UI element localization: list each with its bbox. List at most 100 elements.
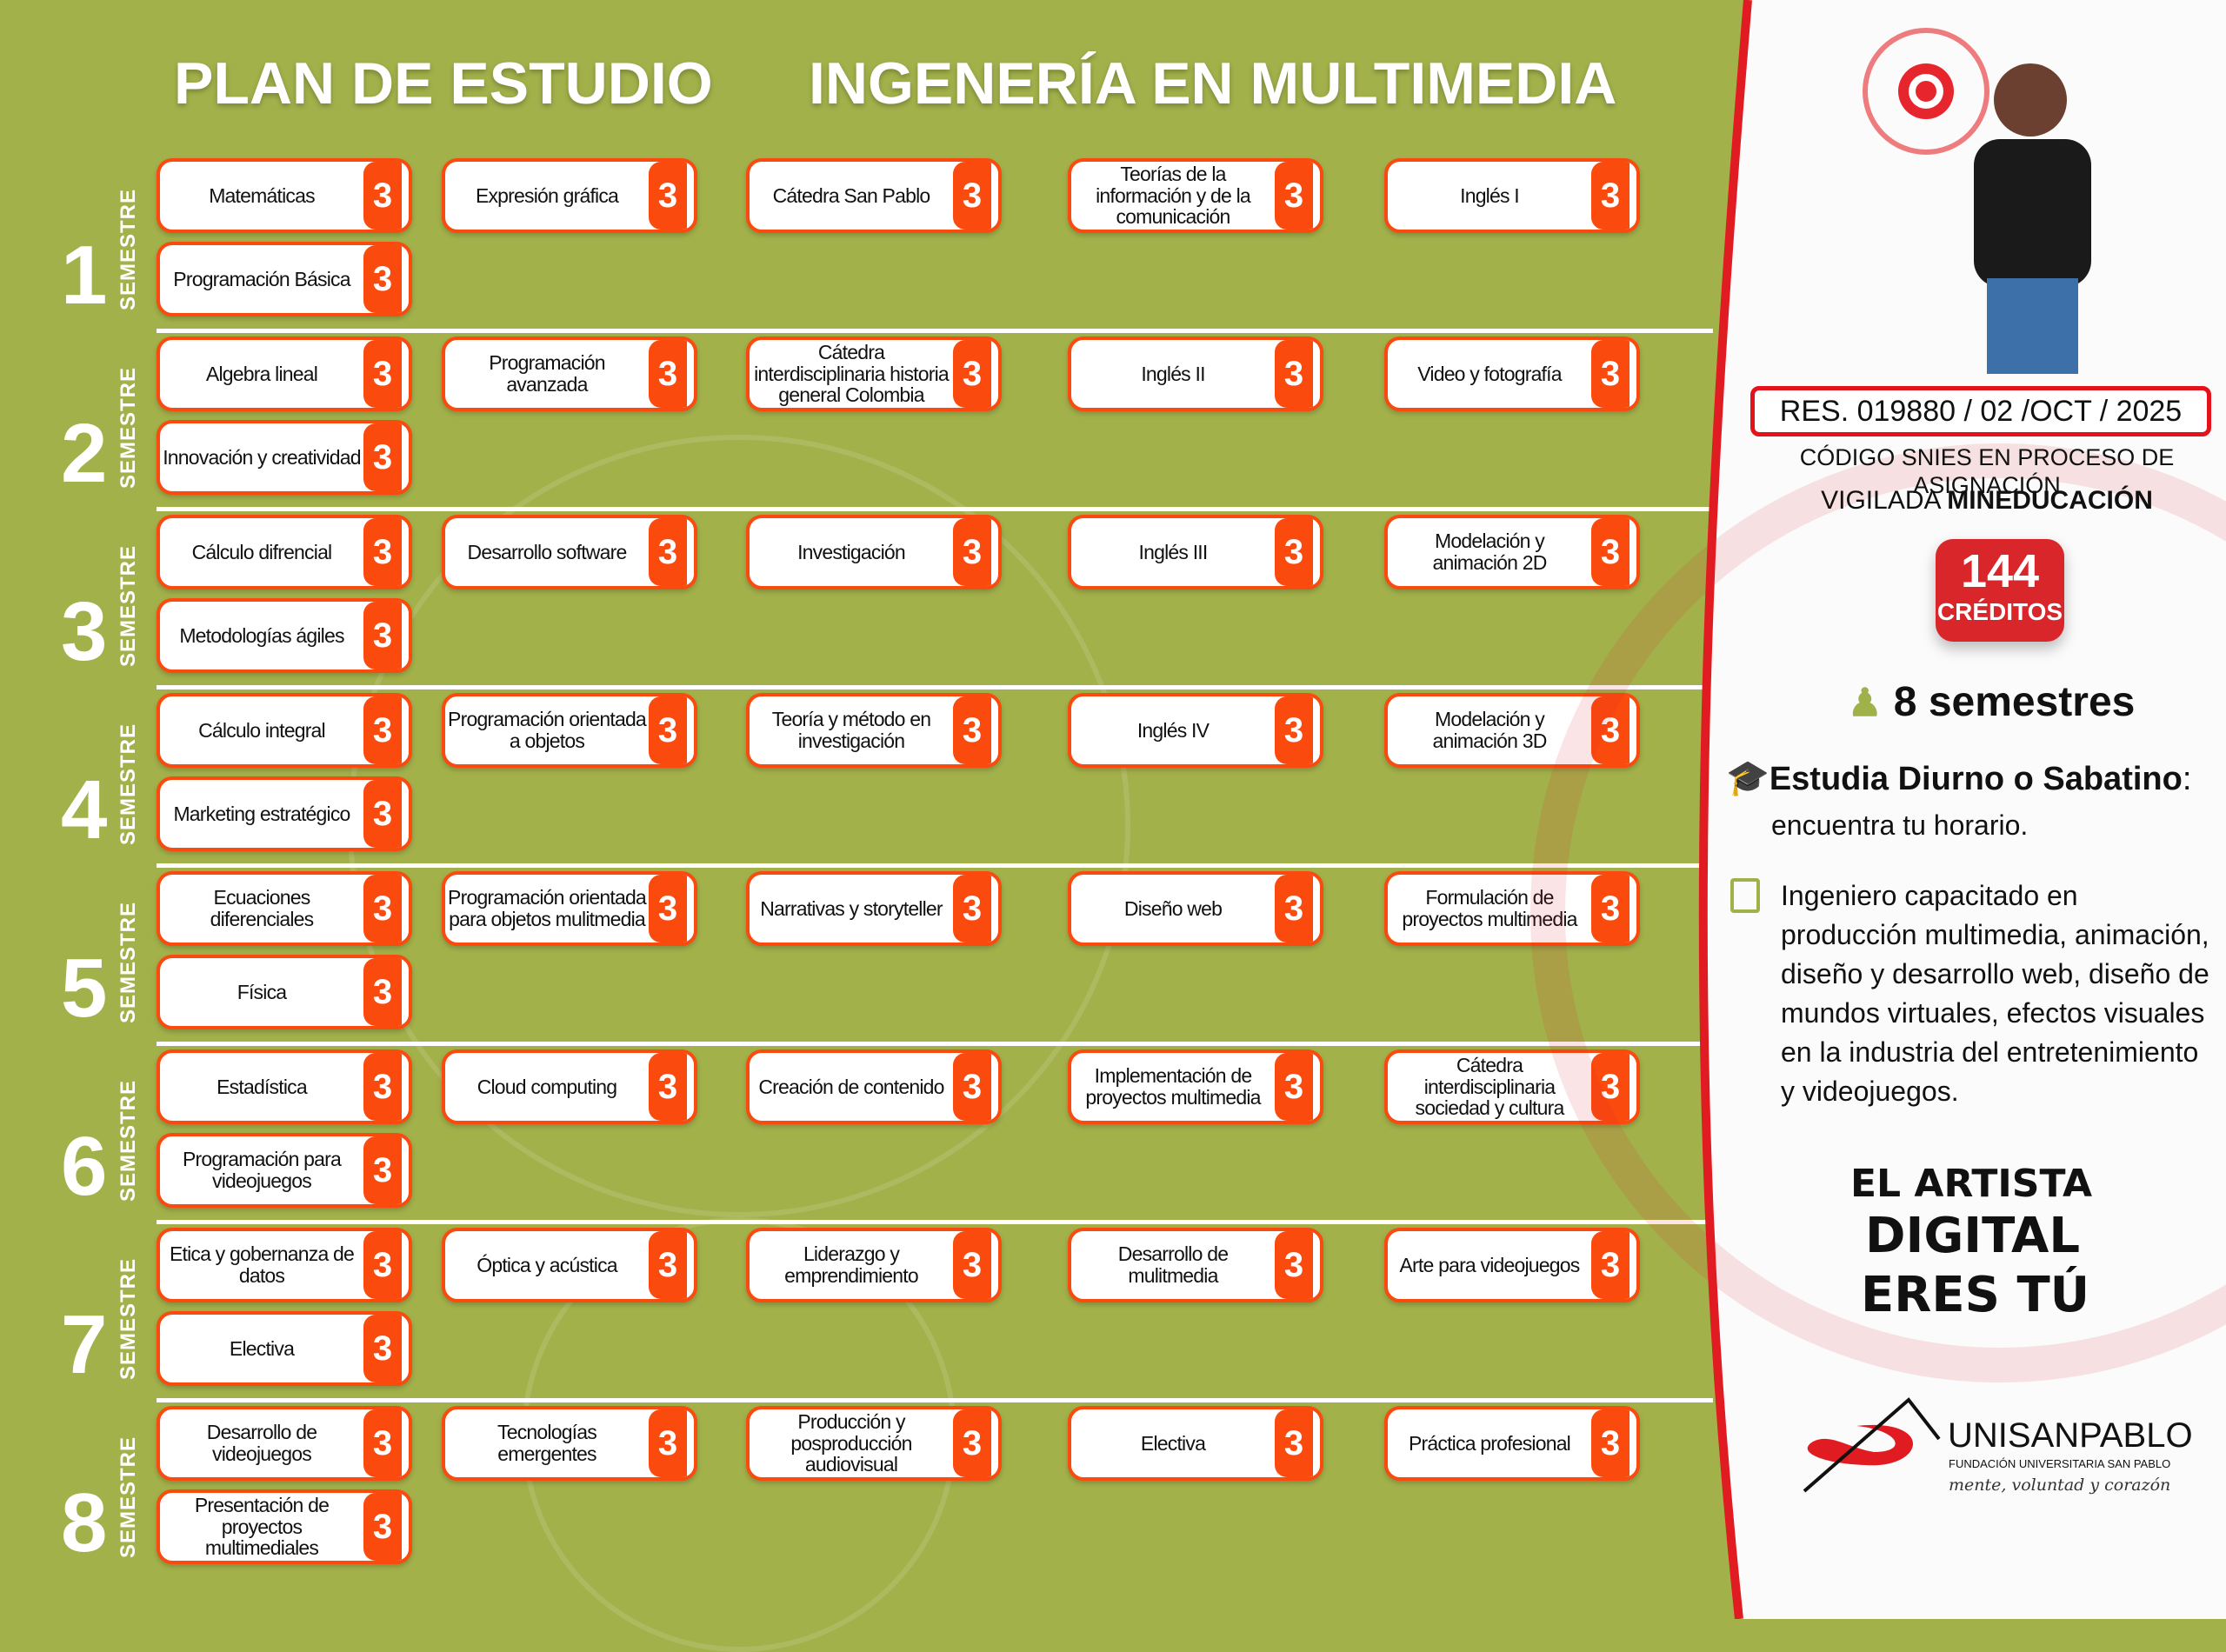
- course-card[interactable]: Programación orientada a objetos 3: [442, 693, 697, 768]
- course-card[interactable]: Innovación y creatividad 3: [157, 420, 412, 495]
- course-card[interactable]: Teoría y método en investigación 3: [746, 693, 1002, 768]
- semester-number: 1: [61, 229, 108, 322]
- course-card[interactable]: Cátedra San Pablo 3: [746, 158, 1002, 233]
- course-card[interactable]: Tecnologías emergentes 3: [442, 1406, 697, 1481]
- course-card[interactable]: Cátedra interdisciplinaria sociedad y cu…: [1384, 1049, 1640, 1124]
- semester-1: 1 SEMESTRE Matemáticas 3 Expresión gráfica 3 C…: [52, 155, 1713, 333]
- course-card[interactable]: Producción y posproducción audiovisual 3: [746, 1406, 1002, 1481]
- course-name: Diseño web: [1123, 896, 1223, 920]
- course-card[interactable]: Algebra lineal 3: [157, 336, 412, 411]
- course-name: Inglés II: [1141, 362, 1205, 385]
- title-program: INGENERÍA EN MULTIMEDIA: [809, 50, 1617, 117]
- logo-name: UNISANPABLO: [1948, 1416, 2193, 1455]
- course-card[interactable]: Física 3: [157, 955, 412, 1029]
- course-card[interactable]: Investigación 3: [746, 515, 1002, 590]
- semesters-text: 8 semestres: [1893, 679, 2136, 725]
- course-card[interactable]: Desarrollo de mulitmedia 3: [1068, 1228, 1323, 1302]
- course-card[interactable]: Matemáticas 3: [157, 158, 412, 233]
- course-card[interactable]: Inglés II 3: [1068, 336, 1323, 411]
- course-card[interactable]: Cálculo difrencial 3: [157, 515, 412, 590]
- course-name: Producción y posproducción audiovisual: [790, 1409, 912, 1476]
- semester-divider: [157, 1220, 1713, 1224]
- course-name: Teorías de la información y de la comuni…: [1096, 162, 1251, 229]
- course-credits: 3: [649, 1409, 694, 1477]
- course-card[interactable]: Teorías de la información y de la comuni…: [1068, 158, 1323, 233]
- course-card[interactable]: Inglés III 3: [1068, 515, 1323, 590]
- course-card[interactable]: Práctica profesional 3: [1384, 1406, 1640, 1481]
- graduate-icon: 🎓: [1726, 759, 1769, 797]
- course-credits: 3: [363, 1315, 409, 1382]
- course-name: Expresión gráfica: [475, 183, 619, 207]
- course-card[interactable]: Arte para videojuegos 3: [1384, 1228, 1640, 1302]
- course-card[interactable]: Cálculo integral 3: [157, 693, 412, 768]
- semester-number: 6: [61, 1120, 108, 1213]
- course-name: Liderazgo y emprendimiento: [784, 1242, 919, 1287]
- course-card[interactable]: Cátedra interdisciplinaria historia gene…: [746, 336, 1002, 411]
- course-card[interactable]: Ecuaciones diferenciales 3: [157, 871, 412, 946]
- course-card[interactable]: Etica y gobernanza de datos 3: [157, 1228, 412, 1302]
- course-credits: 3: [363, 518, 409, 586]
- course-card[interactable]: Modelación y animación 2D 3: [1384, 515, 1640, 590]
- course-card[interactable]: Electiva 3: [1068, 1406, 1323, 1481]
- semester-number: 7: [61, 1298, 108, 1391]
- course-card[interactable]: Metodologías ágiles 3: [157, 598, 412, 673]
- logo-swoosh-icon: [1803, 1397, 1941, 1493]
- course-card[interactable]: Inglés IV 3: [1068, 693, 1323, 768]
- course-name: Desarrollo software: [467, 540, 628, 563]
- course-credits: 3: [1275, 1231, 1320, 1299]
- course-card[interactable]: Video y fotografía 3: [1384, 336, 1640, 411]
- course-credits: 3: [363, 245, 409, 313]
- course-card[interactable]: Programación orientada para objetos muli…: [442, 871, 697, 946]
- schedule-text: encuentra tu horario.: [1771, 809, 2029, 841]
- course-credits: 3: [953, 162, 998, 230]
- course-name: Investigación: [797, 540, 906, 563]
- course-card[interactable]: Óptica y acústica 3: [442, 1228, 697, 1302]
- course-credits: 3: [1591, 1053, 1636, 1121]
- course-card[interactable]: Expresión gráfica 3: [442, 158, 697, 233]
- course-name: Teoría y método en investigación: [771, 708, 931, 752]
- course-card[interactable]: Estadística 3: [157, 1049, 412, 1124]
- schedule-bold: Estudia Diurno o Sabatino: [1769, 761, 2183, 797]
- course-name: Narrativas y storyteller: [760, 896, 943, 920]
- course-card[interactable]: Desarrollo software 3: [442, 515, 697, 590]
- course-credits: 3: [1591, 162, 1636, 230]
- course-card[interactable]: Diseño web 3: [1068, 871, 1323, 946]
- semester-label: SEMESTRE: [117, 366, 140, 489]
- course-name: Programación avanzada: [489, 351, 605, 396]
- course-credits: 3: [363, 602, 409, 669]
- course-card[interactable]: Narrativas y storyteller 3: [746, 871, 1002, 946]
- course-name: Inglés III: [1138, 540, 1209, 563]
- course-card[interactable]: Formulación de proyectos multimedia 3: [1384, 871, 1640, 946]
- course-name: Desarrollo de videojuegos: [206, 1421, 317, 1465]
- course-credits: 3: [363, 162, 409, 230]
- course-card[interactable]: Programación Básica 3: [157, 242, 412, 316]
- course-card[interactable]: Creación de contenido 3: [746, 1049, 1002, 1124]
- course-card[interactable]: Electiva 3: [157, 1311, 412, 1386]
- mineducacion-label: MINEDUCACIÓN: [1947, 486, 2153, 515]
- unisanpablo-logo: UNISANPABLO FUNDACIÓN UNIVERSITARIA SAN …: [1796, 1391, 2193, 1504]
- course-card[interactable]: Marketing estratégico 3: [157, 776, 412, 851]
- course-name: Algebra lineal: [205, 362, 318, 385]
- course-name: Práctica profesional: [1409, 1431, 1571, 1455]
- course-card[interactable]: Presentación de proyectos multimediales 3: [157, 1489, 412, 1564]
- course-name: Estadística: [217, 1075, 308, 1098]
- course-credits: 3: [649, 518, 694, 586]
- semester-divider: [157, 685, 1713, 689]
- course-name: Inglés IV: [1136, 718, 1210, 742]
- course-name: Tecnologías emergentes: [497, 1421, 597, 1465]
- course-card[interactable]: Implementación de proyectos multimedia 3: [1068, 1049, 1323, 1124]
- course-card[interactable]: Desarrollo de videojuegos 3: [157, 1406, 412, 1481]
- semester-4: 4 SEMESTRE Cálculo integral 3 Programación o…: [52, 689, 1713, 868]
- semester-divider: [157, 507, 1713, 511]
- course-card[interactable]: Programación para videojuegos 3: [157, 1133, 412, 1208]
- course-credits: 3: [363, 1409, 409, 1477]
- course-card[interactable]: Modelación y animación 3D 3: [1384, 693, 1640, 768]
- course-card[interactable]: Cloud computing 3: [442, 1049, 697, 1124]
- course-card[interactable]: Liderazgo y emprendimiento 3: [746, 1228, 1002, 1302]
- course-name: Inglés I: [1460, 183, 1520, 207]
- course-card[interactable]: Inglés I 3: [1384, 158, 1640, 233]
- course-credits: 3: [1275, 1053, 1320, 1121]
- course-credits: 3: [1275, 340, 1320, 408]
- course-card[interactable]: Programación avanzada 3: [442, 336, 697, 411]
- course-credits: 3: [1275, 1409, 1320, 1477]
